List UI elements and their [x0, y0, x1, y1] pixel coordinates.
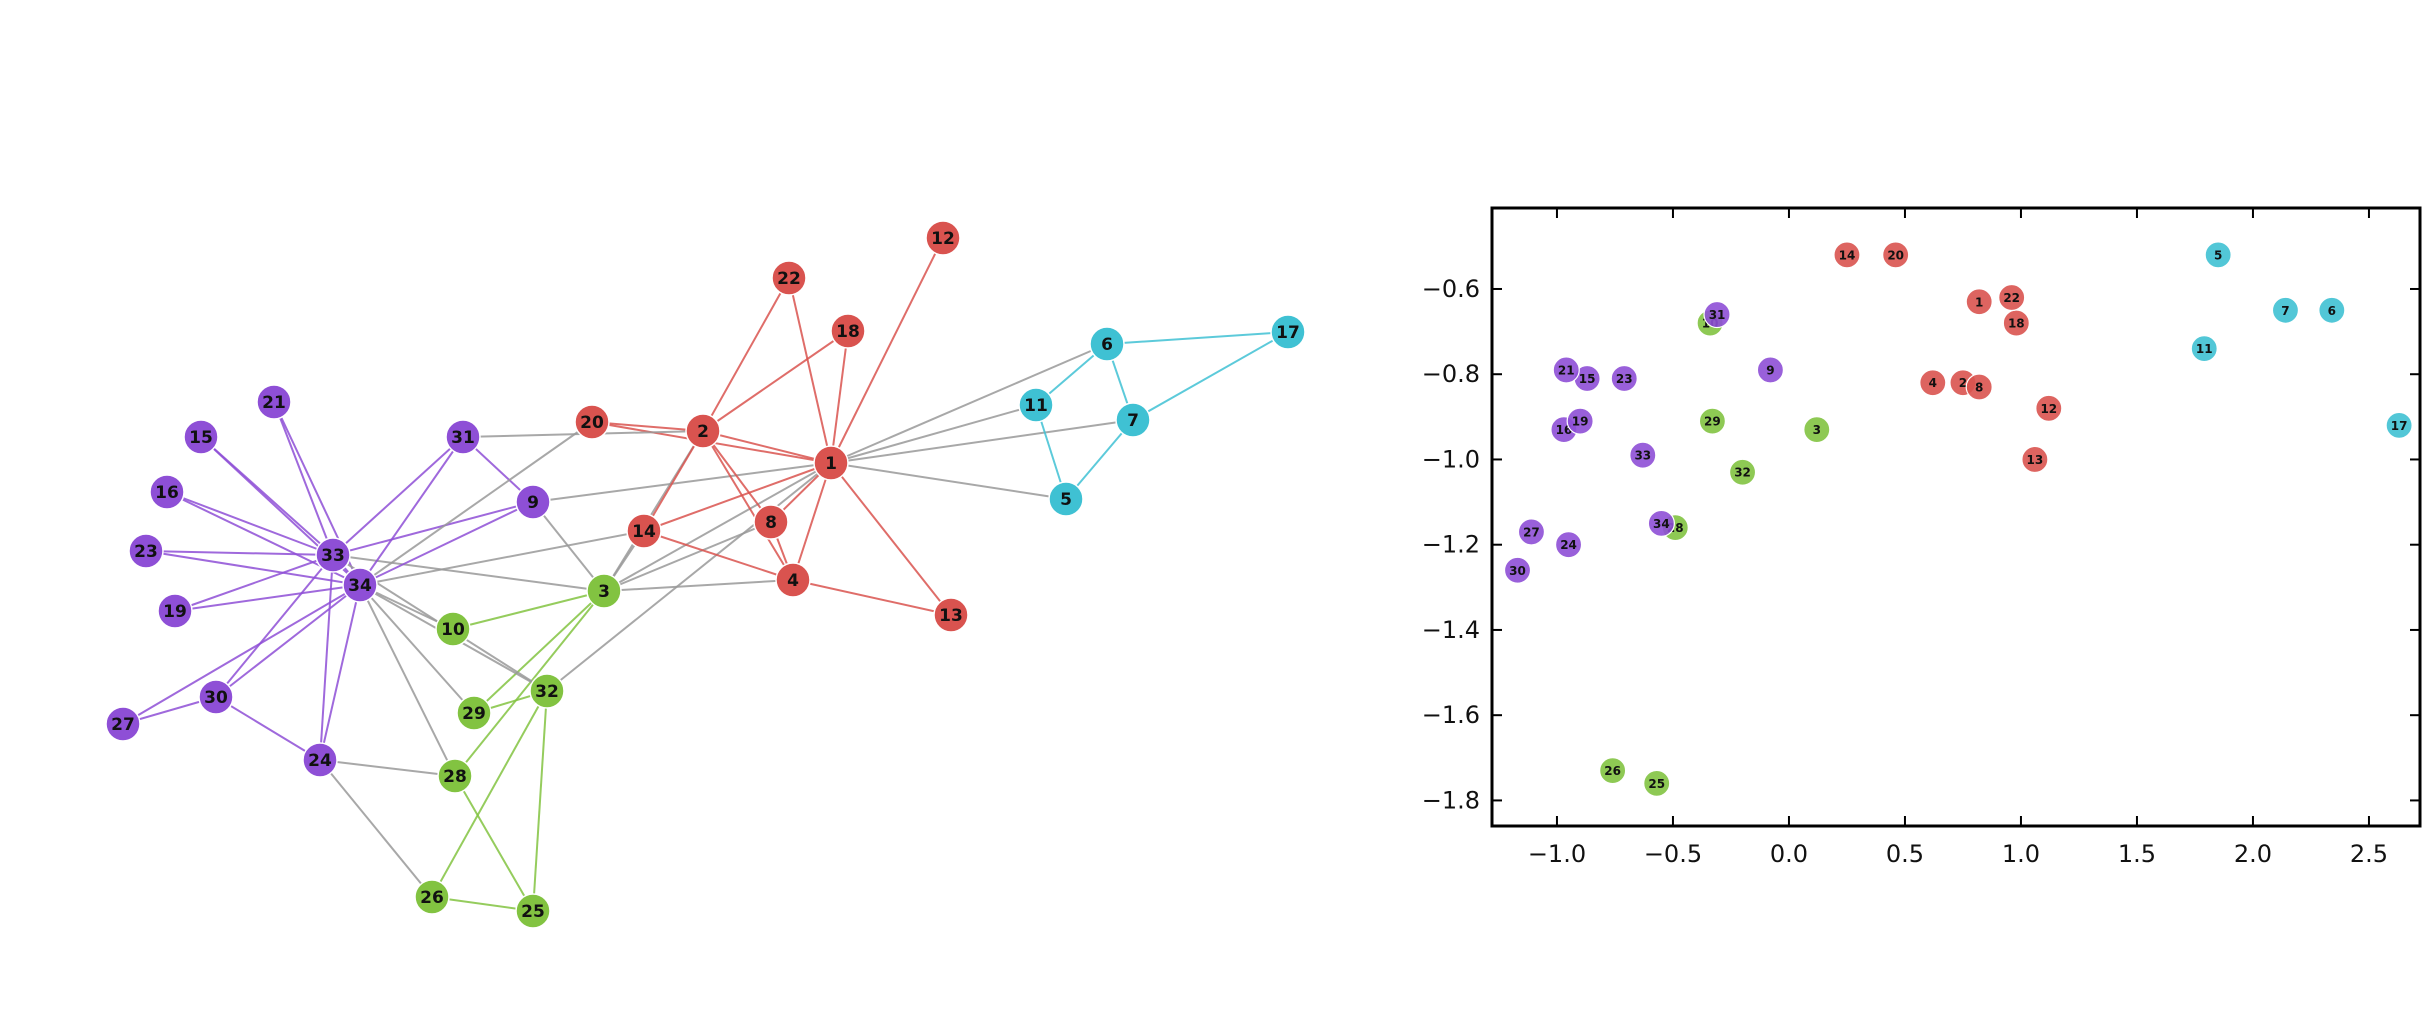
- scatter-point-label-23: 23: [1616, 372, 1633, 386]
- x-tick-label: 2.0: [2234, 840, 2272, 868]
- x-tick-label: 2.5: [2350, 840, 2388, 868]
- x-tick-label: 1.0: [2002, 840, 2040, 868]
- y-tick-label: −1.2: [1422, 531, 1480, 559]
- scatter-point-label-34: 34: [1653, 517, 1670, 531]
- scatter-point-label-27: 27: [1523, 525, 1540, 539]
- scatter-point-label-24: 24: [1560, 538, 1577, 552]
- y-tick-label: −0.8: [1422, 360, 1480, 388]
- scatter-point-label-8: 8: [1975, 381, 1983, 395]
- x-tick-label: 1.5: [2118, 840, 2156, 868]
- scatter-point-label-18: 18: [2008, 317, 2025, 331]
- scatter-point-label-22: 22: [2003, 291, 2020, 305]
- y-tick-label: −1.8: [1422, 786, 1480, 814]
- scatter-point-label-21: 21: [1558, 363, 1575, 377]
- scatter-point-label-32: 32: [1734, 466, 1751, 480]
- scatter-point-label-19: 19: [1572, 415, 1589, 429]
- x-tick-label: 0.0: [1770, 840, 1808, 868]
- scatter-point-label-29: 29: [1704, 415, 1721, 429]
- scatter-point-label-33: 33: [1634, 449, 1651, 463]
- scatter-point-label-9: 9: [1766, 363, 1774, 377]
- scatter-point-label-11: 11: [2196, 342, 2213, 356]
- scatter-point-label-5: 5: [2214, 248, 2222, 262]
- x-tick-label: 0.5: [1886, 840, 1924, 868]
- scatter-point-label-7: 7: [2281, 304, 2289, 318]
- y-tick-label: −1.4: [1422, 616, 1480, 644]
- scatter-point-label-15: 15: [1579, 372, 1596, 386]
- y-tick-label: −1.0: [1422, 445, 1480, 473]
- scatter-points: 1234567891011121314151617181920212223242…: [1505, 242, 2413, 796]
- scatter-point-label-3: 3: [1813, 423, 1821, 437]
- scatter-point-label-13: 13: [2027, 453, 2044, 467]
- scatter-point-label-26: 26: [1604, 764, 1621, 778]
- y-tick-label: −1.6: [1422, 701, 1480, 729]
- scatter-point-label-25: 25: [1648, 777, 1665, 791]
- scatter-point-label-1: 1: [1975, 295, 1983, 309]
- scatter-point-label-17: 17: [2391, 419, 2408, 433]
- scatter-point-label-20: 20: [1887, 248, 1904, 262]
- scatter-point-label-4: 4: [1929, 376, 1937, 390]
- scatter-point-label-31: 31: [1709, 308, 1726, 322]
- scatter-point-label-12: 12: [2040, 402, 2057, 416]
- x-tick-label: −1.0: [1528, 840, 1586, 868]
- x-tick-label: −0.5: [1644, 840, 1702, 868]
- scatter-point-label-6: 6: [2328, 304, 2336, 318]
- y-tick-label: −0.6: [1422, 275, 1480, 303]
- scatter-point-label-30: 30: [1509, 564, 1526, 578]
- scatter-point-label-14: 14: [1839, 248, 1856, 262]
